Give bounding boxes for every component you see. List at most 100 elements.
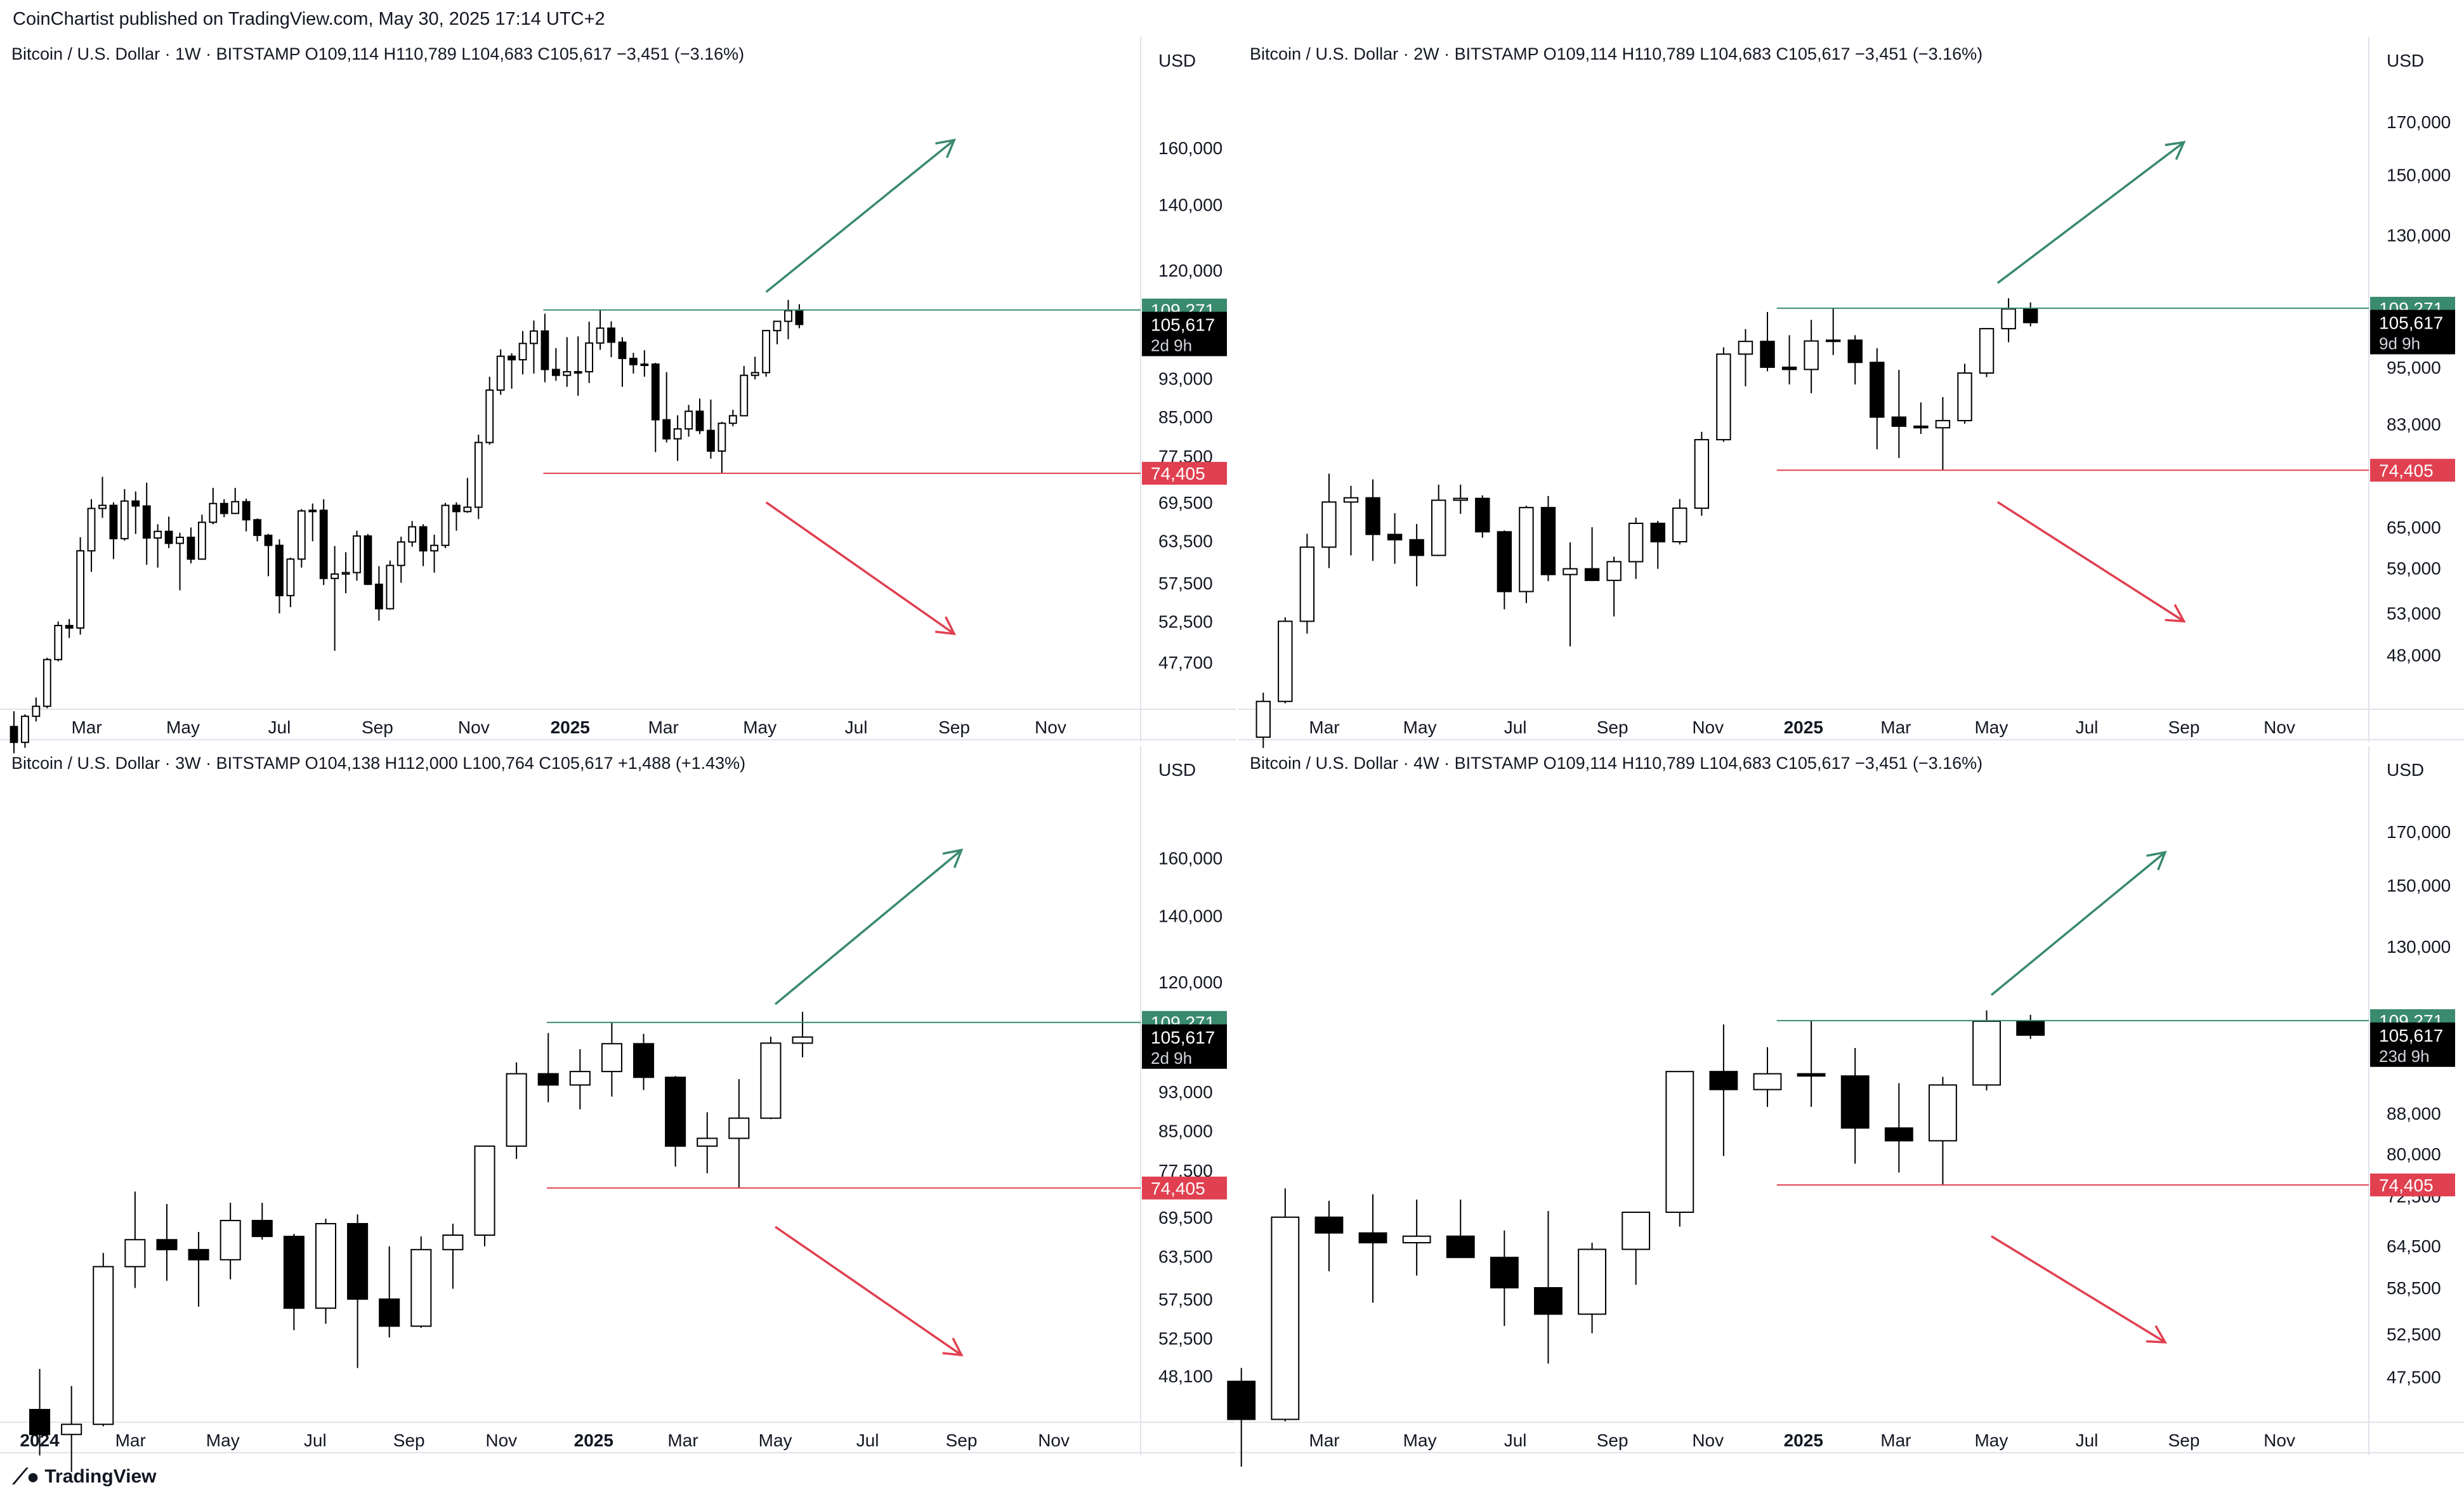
- y-tick-label: 93,000: [1158, 1082, 1213, 1102]
- candle: [187, 527, 195, 564]
- y-tick-label: 140,000: [1158, 195, 1222, 215]
- candle: [537, 1033, 559, 1103]
- candle: [651, 362, 660, 452]
- x-tick-label: Mar: [115, 1430, 146, 1450]
- candle: [665, 1076, 686, 1167]
- candle: [728, 409, 737, 427]
- last-price-label: 105,617: [1151, 1028, 1215, 1047]
- y-tick-label: 63,500: [1158, 1247, 1213, 1266]
- y-tick-label: 80,000: [2387, 1144, 2441, 1164]
- x-tick-label: Mar: [1880, 717, 1911, 737]
- candle: [430, 534, 438, 573]
- chart-panel-4[interactable]: 170,000150,000130,00088,00080,00072,5006…: [1227, 746, 2464, 1467]
- chart-svg: 170,000 150,000 130,000 95,000 83,000 74,405 6…: [1238, 37, 2464, 749]
- bearish-arrow-icon: [765, 501, 957, 636]
- x-tick-label: May: [206, 1430, 240, 1450]
- x-tick-label: May: [759, 1430, 792, 1450]
- support-price-tag: [2370, 459, 2455, 482]
- candle: [176, 532, 184, 591]
- y-tick-label: 160,000: [1158, 849, 1222, 868]
- candle: [1672, 499, 1687, 545]
- currency-label: USD: [1158, 760, 1196, 780]
- x-tick-label: Sep: [2168, 1430, 2200, 1450]
- x-tick-label: Sep: [362, 717, 393, 737]
- chart-svg: 160,000140,000120,00093,00085,00077,5006…: [0, 746, 1236, 1472]
- y-tick-label: 95,000: [2387, 358, 2441, 377]
- candle: [1913, 402, 1929, 435]
- x-tick-label: Jul: [1504, 717, 1527, 737]
- y-tick-label: 47,500: [2387, 1367, 2441, 1387]
- candle: [1716, 347, 1731, 442]
- bullish-arrow-icon: [1990, 851, 2167, 996]
- candle: [253, 518, 261, 542]
- x-tick-label: Sep: [1597, 1430, 1628, 1450]
- candle: [10, 711, 18, 754]
- candle: [353, 530, 361, 581]
- last-price-tag: [2370, 310, 2455, 355]
- candle: [220, 499, 228, 518]
- candle: [374, 566, 383, 621]
- candle: [1957, 363, 1972, 424]
- candle: [784, 299, 792, 339]
- y-tick-label: 59,000: [2387, 558, 2441, 578]
- y-tick-label: 52,500: [1158, 612, 1213, 632]
- last-price-tag: [1142, 311, 1227, 357]
- bullish-arrow-icon: [1996, 141, 2186, 284]
- y-tick-label: 130,000: [2387, 225, 2451, 245]
- x-tick-label: Sep: [946, 1430, 978, 1450]
- y-tick-label: 85,000: [1158, 407, 1213, 427]
- candle: [283, 1234, 305, 1330]
- candle: [408, 521, 417, 547]
- candle: [673, 415, 682, 461]
- candle: [61, 1385, 82, 1472]
- candle: [1804, 320, 1819, 394]
- candle: [419, 524, 428, 566]
- y-tick-label: 47,700: [1158, 653, 1213, 672]
- x-tick-label: Jul: [2076, 717, 2099, 737]
- x-tick-label: May: [1974, 717, 2008, 737]
- x-tick-label: May: [166, 717, 200, 737]
- candle: [530, 320, 538, 374]
- y-tick-label: 88,000: [2387, 1104, 2441, 1123]
- x-tick-label: Mar: [71, 717, 102, 737]
- candle: [242, 499, 251, 532]
- candle: [347, 1214, 369, 1368]
- candle: [1825, 308, 1841, 355]
- chart-panel-1[interactable]: 160,000 140,000 120,000 93,000 85,000 77,500 6…: [0, 37, 1236, 754]
- y-tick-label: 48,100: [1158, 1366, 1213, 1386]
- bullish-arrow-icon: [765, 138, 956, 293]
- support-price-tag: [2370, 1173, 2455, 1196]
- candle: [750, 357, 759, 380]
- candle: [98, 476, 107, 518]
- support-price-label: 74,405: [1151, 1179, 1205, 1198]
- candle: [773, 320, 782, 344]
- candle: [93, 1253, 114, 1427]
- candle: [474, 1145, 495, 1247]
- x-tick-label: May: [743, 717, 777, 737]
- footer: ⟋● TradingView: [13, 1464, 157, 1489]
- x-tick-label: Mar: [1309, 717, 1339, 737]
- candle: [275, 539, 284, 614]
- candle: [331, 546, 339, 651]
- candle: [640, 350, 649, 377]
- x-tick-label: Jul: [304, 1430, 327, 1450]
- x-tick-label: 2025: [1784, 1430, 1823, 1450]
- x-tick-label: Sep: [2168, 717, 2200, 737]
- candle: [1665, 1071, 1694, 1227]
- y-tick-label: 63,500: [1158, 531, 1213, 551]
- candle: [32, 697, 41, 722]
- y-tick-label: 57,500: [1158, 573, 1213, 593]
- candle: [220, 1203, 241, 1280]
- candle: [632, 1033, 655, 1090]
- candle: [1497, 530, 1512, 610]
- x-tick-label: Nov: [1035, 717, 1066, 737]
- chart-panel-2[interactable]: 170,000 150,000 130,000 95,000 83,000 74,405 6…: [1238, 37, 2464, 749]
- candle: [1227, 1368, 1256, 1467]
- candle: [662, 372, 671, 443]
- candle: [396, 536, 405, 583]
- chart-panel-3[interactable]: 160,000 140,000 120,000 93,000 85,000 77,500 6…: [0, 746, 1236, 1472]
- candle: [618, 337, 627, 387]
- currency-label: USD: [2387, 51, 2425, 70]
- candle: [1694, 431, 1710, 516]
- currency-label: USD: [2387, 760, 2425, 780]
